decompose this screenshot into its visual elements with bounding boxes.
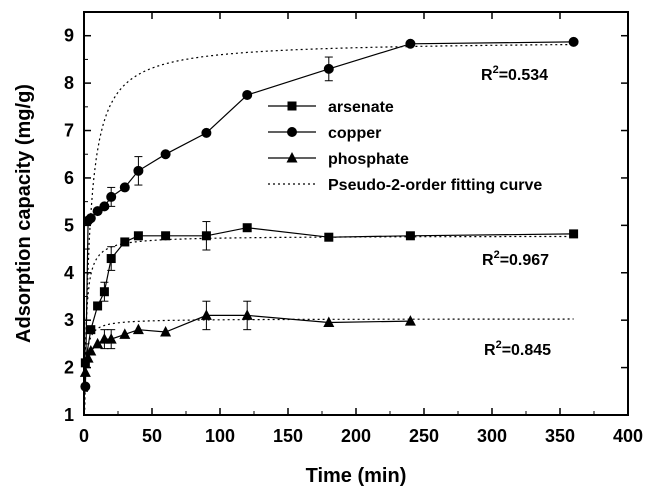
arsenate-point xyxy=(242,223,252,233)
phosphate-point xyxy=(160,326,172,337)
arsenate-point xyxy=(133,231,143,241)
legend: arsenate copper phosphate Pseudo-2-order fi… xyxy=(268,99,542,194)
phosphate-point xyxy=(85,344,97,356)
x-tick-label: 200 xyxy=(341,426,371,446)
arsenate-point xyxy=(201,231,211,241)
copper-point xyxy=(201,127,212,138)
y-tick-label: 5 xyxy=(64,215,74,235)
phosphate-point xyxy=(105,333,117,344)
y-axis-title: Adsorption capacity (mg/g) xyxy=(13,84,35,343)
legend-marker xyxy=(287,101,297,111)
arsenate-point xyxy=(120,237,130,247)
y-tick-label: 8 xyxy=(64,73,74,93)
legend-item-pseudo-2-order-fitting-curve: Pseudo-2-order fitting curve xyxy=(268,177,542,194)
data-series xyxy=(79,36,579,392)
copper-point xyxy=(568,36,579,47)
legend-item-copper: copper xyxy=(268,125,381,142)
x-tick-label: 350 xyxy=(545,426,575,446)
legend-marker xyxy=(287,127,297,137)
legend-label: Pseudo-2-order fitting curve xyxy=(328,177,542,194)
r-squared-phosphate: R2=0.845 xyxy=(484,339,551,359)
x-tick-label: 0 xyxy=(79,426,89,446)
legend-item-phosphate: phosphate xyxy=(268,151,409,168)
y-tick-label: 7 xyxy=(64,121,74,141)
phosphate-point xyxy=(323,316,335,328)
copper-point xyxy=(80,381,91,392)
copper-point xyxy=(99,201,110,212)
legend-label: phosphate xyxy=(328,151,409,168)
r-squared-copper: R2=0.534 xyxy=(481,64,548,84)
legend-label: arsenate xyxy=(328,99,394,116)
annotations: R2=0.534 R2=0.967 R2=0.845 xyxy=(481,64,551,359)
y-tick-label: 4 xyxy=(64,263,74,283)
legend-item-arsenate: arsenate xyxy=(268,99,394,116)
x-tick-label: 250 xyxy=(409,426,439,446)
y-tick-label: 1 xyxy=(64,405,74,425)
arsenate-point xyxy=(161,231,171,241)
phosphate-point xyxy=(132,323,144,335)
phosphate-point xyxy=(119,328,131,339)
arsenate-point xyxy=(99,287,109,297)
arsenate-point xyxy=(324,232,334,242)
copper-point xyxy=(106,191,117,202)
phosphate-point xyxy=(200,309,212,320)
x-tick-label: 400 xyxy=(613,426,643,446)
x-tick-label: 100 xyxy=(205,426,235,446)
legend-marker xyxy=(286,152,298,163)
axes: 0 50 100 150 200 250 300 350 400 1 2 3 4 5 6 7 8 9 xyxy=(64,11,643,446)
phosphate-point xyxy=(79,366,91,377)
arsenate-point xyxy=(569,229,579,239)
series-line xyxy=(84,314,411,373)
copper-point xyxy=(160,149,171,160)
r-squared-arsenate: R2=0.967 xyxy=(482,249,549,269)
y-tick-label: 3 xyxy=(64,310,74,330)
arsenate-point xyxy=(86,325,96,335)
phosphate-point xyxy=(241,309,253,320)
phosphate-point xyxy=(92,337,104,349)
x-tick-label: 50 xyxy=(142,426,162,446)
copper-point xyxy=(119,182,130,193)
x-tick-label: 300 xyxy=(477,426,507,446)
y-tick-label: 2 xyxy=(64,358,74,378)
phosphate-point xyxy=(82,352,94,363)
series-phosphate xyxy=(79,300,416,377)
legend-label: copper xyxy=(328,125,381,142)
arsenate-point xyxy=(106,254,116,264)
copper-point xyxy=(85,213,96,224)
series-copper xyxy=(80,36,579,392)
copper-point xyxy=(133,165,144,176)
arsenate-point xyxy=(405,231,415,241)
copper-point xyxy=(242,89,253,100)
arsenate-point xyxy=(93,301,103,311)
copper-point xyxy=(405,38,416,49)
fit-curve-copper xyxy=(84,43,574,410)
phosphate-point xyxy=(404,315,416,326)
y-tick-label: 6 xyxy=(64,168,74,188)
copper-point xyxy=(323,63,334,74)
x-axis-title: Time (min) xyxy=(306,465,407,487)
x-tick-label: 150 xyxy=(273,426,303,446)
series-line xyxy=(84,41,574,387)
y-tick-label: 9 xyxy=(64,26,74,46)
